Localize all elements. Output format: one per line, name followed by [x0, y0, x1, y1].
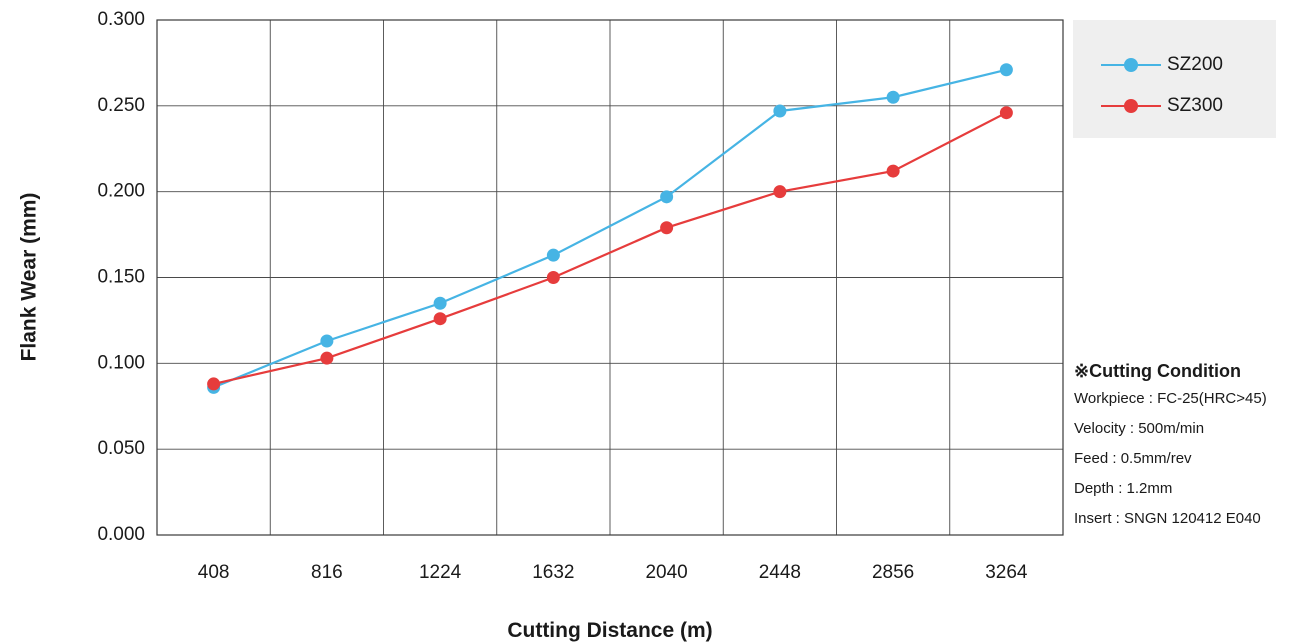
data-point-sz200: [546, 248, 560, 262]
x-axis-ticks: 408 816 1224 1632 2040 2448 2856 3264: [198, 562, 1028, 583]
y-tick-label: 0.100: [97, 352, 145, 373]
condition-velocity: Velocity : 500m/min: [1074, 420, 1205, 437]
legend-swatch-sz200: [1101, 55, 1161, 75]
data-point-sz300: [207, 377, 221, 391]
data-point-sz200: [773, 104, 787, 118]
y-tick-label: 0.250: [97, 95, 145, 116]
legend-label-sz200: SZ200: [1167, 54, 1223, 75]
x-tick-label: 2040: [645, 562, 687, 583]
data-point-sz200: [999, 63, 1013, 77]
legend-item-sz200: SZ200: [1101, 50, 1223, 80]
condition-feed: Feed : 0.5mm/rev: [1074, 450, 1192, 467]
legend-item-sz300: SZ300: [1101, 91, 1223, 121]
cutting-conditions: ※Cutting Condition Workpiece : FC-25(HRC…: [1074, 358, 1267, 534]
x-tick-label: 1632: [532, 562, 574, 583]
data-point-sz300: [433, 312, 447, 326]
data-point-sz300: [886, 164, 900, 178]
legend-swatch-sz300: [1101, 96, 1161, 116]
x-tick-label: 2856: [872, 562, 914, 583]
y-tick-label: 0.000: [97, 524, 145, 545]
y-tick-label: 0.300: [97, 9, 145, 30]
condition-depth: Depth : 1.2mm: [1074, 480, 1173, 497]
data-point-sz300: [660, 221, 674, 235]
data-point-sz300: [320, 351, 334, 365]
y-tick-label: 0.200: [97, 181, 145, 202]
x-axis-title: Cutting Distance (m): [507, 619, 712, 642]
cutting-condition-title: ※Cutting Condition: [1074, 361, 1242, 381]
legend: SZ200 SZ300: [1073, 20, 1276, 138]
plot-area-border: [156, 19, 1064, 536]
x-tick-label: 1224: [419, 562, 462, 583]
series-group: [207, 63, 1013, 394]
x-tick-label: 816: [311, 562, 343, 583]
data-point-sz200: [886, 90, 900, 104]
y-tick-label: 0.050: [97, 438, 145, 459]
x-tick-label: 2448: [759, 562, 801, 583]
grid-lines: [157, 19, 1063, 536]
x-tick-label: 3264: [985, 562, 1028, 583]
condition-workpiece: Workpiece : FC-25(HRC>45): [1074, 390, 1267, 407]
y-axis-ticks: 0.000 0.050 0.100 0.150 0.200 0.250 0.300: [97, 9, 145, 545]
series-line-sz300: [213, 111, 1007, 386]
y-tick-label: 0.150: [97, 267, 145, 288]
data-point-sz200: [660, 190, 674, 204]
data-point-sz200: [320, 334, 334, 348]
series-line-sz200: [213, 68, 1007, 389]
legend-label-sz300: SZ300: [1167, 95, 1223, 116]
data-point-sz300: [773, 185, 787, 199]
data-point-sz300: [999, 106, 1013, 120]
y-axis-title: Flank Wear (mm): [18, 193, 41, 362]
data-point-sz200: [433, 296, 447, 310]
condition-insert: Insert : SNGN 120412 E040: [1074, 510, 1261, 527]
data-point-sz300: [546, 271, 560, 284]
x-tick-label: 408: [198, 562, 230, 583]
